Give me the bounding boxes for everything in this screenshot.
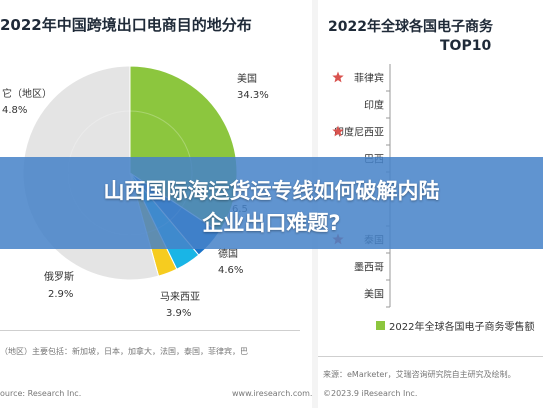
pie-value-my: 3.9%	[166, 308, 191, 319]
bar-chart-title: 2022年全球各国电子商务	[328, 19, 493, 35]
pie-chart-title: 2022年中国跨境出口电商目的地分布	[0, 16, 252, 34]
bar-category-label: 美国	[364, 288, 384, 301]
bar-divider	[318, 356, 543, 357]
star-icon	[332, 71, 344, 83]
legend-swatch	[376, 321, 385, 330]
bar-category-label: 菲律宾	[354, 72, 384, 85]
legend-label: 2022年全球各国电子商务零售额	[389, 320, 534, 333]
bar-category-label: 印度	[364, 99, 384, 112]
pie-value-other: 4.8%	[2, 105, 27, 116]
pie-value-de: 4.6%	[218, 265, 243, 276]
pie-value-ru: 2.9%	[48, 289, 73, 300]
bar-category-label: 墨西哥	[354, 262, 384, 274]
bar-chart: 菲律宾印度印度尼西亚巴西泰国墨西哥美国2022年全球各国电子商务零售额	[332, 64, 534, 333]
bar-source: 来源：eMarketer，艾瑞咨询研究院自主研究及绘制。	[323, 370, 516, 379]
pie-value-us: 34.3%	[237, 90, 269, 101]
pie-url: www.iresearch.com.cn	[232, 389, 322, 398]
star-icon	[332, 125, 344, 137]
headline-line-2: 企业出口难题?	[202, 211, 341, 235]
pie-divider	[0, 330, 300, 331]
pie-source: ource: Research Inc.	[0, 389, 82, 398]
bar-category-label: 印度尼西亚	[334, 126, 384, 139]
headline-line-1: 山西国际海运货运专线如何破解内陆	[103, 179, 440, 203]
pie-footnote: （地区）主要包括：新加坡，日本，加拿大，法国，泰国，菲律宾，巴	[0, 347, 248, 356]
pie-label-ru: 俄罗斯	[44, 270, 74, 283]
pie-label-other: 它（地区）	[2, 87, 52, 100]
headline-banner: 山西国际海运货运专线如何破解内陆 企业出口难题?	[0, 157, 543, 249]
bar-copyright: ©2023.9 iResearch Inc.	[323, 389, 418, 398]
bar-chart-subtitle: TOP10	[440, 38, 492, 54]
pie-label-my: 马来西亚	[160, 291, 200, 303]
pie-label-us: 美国	[237, 72, 257, 85]
pie-label-de: 德国	[218, 247, 238, 260]
